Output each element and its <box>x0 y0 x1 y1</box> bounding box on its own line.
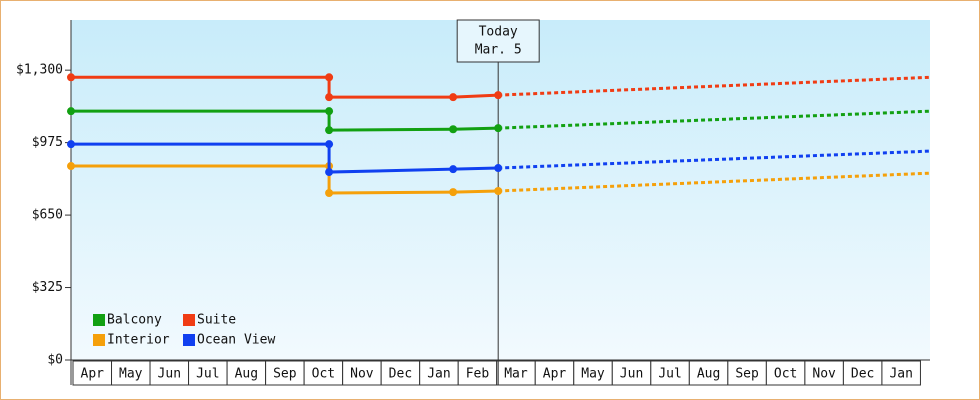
point <box>449 165 458 174</box>
point <box>449 188 458 197</box>
x-tick-label: Jun <box>158 367 181 382</box>
x-tick-label: Nov <box>350 367 374 382</box>
point <box>67 140 75 149</box>
x-tick-box <box>611 360 652 386</box>
forecast-line <box>498 171 931 193</box>
x-tick-box <box>727 360 767 386</box>
x-tick-label: Dec <box>389 367 412 382</box>
forecast-line <box>498 149 931 170</box>
x-tick-label: Oct <box>312 367 335 382</box>
point <box>325 107 334 116</box>
point <box>325 93 334 102</box>
x-tick-box <box>881 360 921 386</box>
point <box>325 73 334 82</box>
x-tick-box <box>573 360 613 386</box>
x-tick-label: May <box>119 367 143 382</box>
x-tick-label: Aug <box>235 367 258 382</box>
forecast-line <box>498 109 931 130</box>
today-label: Today <box>479 25 518 40</box>
point <box>494 187 503 196</box>
x-tick-label: Oct <box>774 367 797 382</box>
x-tick-box <box>457 360 498 386</box>
x-tick-box <box>688 360 729 386</box>
x-tick-label: Jan <box>427 367 450 382</box>
x-tick-box <box>534 360 575 386</box>
x-tick-label: Apr <box>81 367 105 382</box>
x-tick-box <box>650 360 690 386</box>
point <box>494 124 503 133</box>
y-tick-label: $1,300 <box>16 63 63 78</box>
x-tick-label: Feb <box>466 367 490 382</box>
x-tick-box <box>842 360 883 386</box>
y-tick-label: $975 <box>32 135 63 150</box>
legend-swatch <box>183 334 195 346</box>
point <box>449 125 458 134</box>
point <box>67 107 75 116</box>
x-tick-box <box>226 360 267 386</box>
legend-label: Interior <box>107 333 170 348</box>
y-tick-label: $0 <box>47 353 63 368</box>
x-tick-label: Apr <box>543 367 567 382</box>
point <box>494 91 503 100</box>
x-tick-label: Jul <box>196 367 219 382</box>
point <box>325 189 334 198</box>
today-label: Mar. 5 <box>475 43 522 58</box>
y-tick-label: $325 <box>32 280 63 295</box>
x-tick-label: Sep <box>735 367 759 382</box>
legend-swatch <box>93 334 105 346</box>
x-tick-label: Nov <box>812 367 836 382</box>
legend-label: Suite <box>197 313 236 328</box>
point <box>67 162 75 171</box>
today-box <box>456 19 540 63</box>
x-tick-box <box>419 360 459 386</box>
x-tick-label: May <box>581 367 605 382</box>
x-tick-label: Aug <box>697 367 720 382</box>
legend-label: Balcony <box>107 313 162 328</box>
x-tick-label: Dec <box>851 367 874 382</box>
x-tick-box <box>72 360 113 386</box>
legend-label: Ocean View <box>197 333 275 348</box>
point <box>325 168 334 177</box>
x-tick-box <box>496 360 536 386</box>
point <box>494 164 503 173</box>
point <box>449 93 458 102</box>
y-tick-label: $650 <box>32 208 63 223</box>
point <box>325 126 334 135</box>
legend-swatch <box>93 314 105 326</box>
x-tick-box <box>303 360 344 386</box>
point <box>67 73 75 82</box>
x-tick-label: Mar <box>504 367 528 382</box>
legend-swatch <box>183 314 195 326</box>
x-tick-label: Jun <box>620 367 643 382</box>
x-tick-label: Jul <box>658 367 681 382</box>
forecast-line <box>498 75 931 97</box>
x-tick-box <box>342 360 382 386</box>
x-tick-label: Jan <box>889 367 912 382</box>
x-tick-label: Sep <box>273 367 297 382</box>
x-tick-box <box>265 360 305 386</box>
x-tick-box <box>765 360 806 386</box>
point <box>325 140 334 149</box>
